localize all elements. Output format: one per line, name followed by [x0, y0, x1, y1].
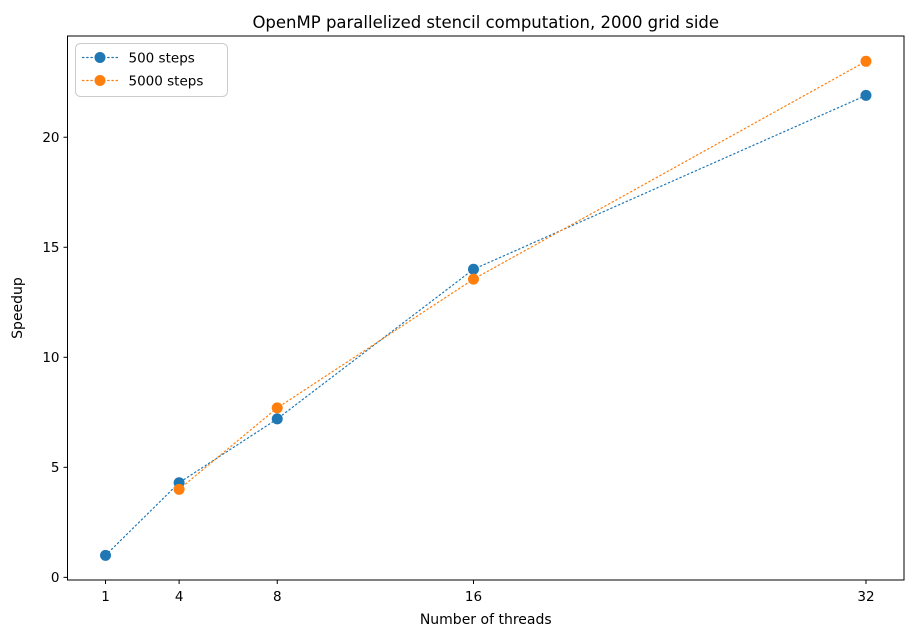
data-point	[467, 273, 479, 285]
x-axis-label: Number of threads	[420, 612, 552, 628]
data-point	[100, 549, 112, 561]
legend-entry: 500 steps	[81, 50, 195, 66]
y-tick-label: 15	[42, 240, 59, 256]
plot-area	[67, 35, 905, 581]
series-line	[178, 60, 867, 490]
legend: 500 steps 5000 steps	[75, 43, 228, 97]
data-point	[860, 55, 872, 67]
legend-label: 500 steps	[129, 50, 195, 66]
series-5000-steps	[173, 55, 872, 495]
legend-entry: 5000 steps	[81, 73, 204, 89]
legend-marker	[94, 75, 106, 86]
x-tick-label: 16	[465, 589, 482, 605]
data-point	[271, 413, 283, 425]
legend-marker	[94, 52, 106, 63]
y-tick-label: 0	[51, 570, 60, 586]
x-axis-ticks: 1 4 8 16 32	[101, 580, 875, 605]
series-group	[100, 55, 872, 561]
y-tick-label: 10	[42, 350, 59, 366]
x-tick-label: 8	[273, 589, 282, 605]
legend-box	[75, 43, 228, 97]
x-tick-label: 4	[175, 589, 184, 605]
data-point	[860, 89, 872, 101]
chart-title: OpenMP parallelized stencil computation,…	[252, 13, 719, 32]
x-tick-label: 1	[101, 589, 110, 605]
y-axis-ticks: 0 5 10 15 20	[42, 130, 68, 586]
series-line	[104, 94, 867, 556]
y-tick-label: 5	[51, 460, 60, 476]
data-point	[467, 263, 479, 275]
y-axis-label: Speedup	[10, 277, 26, 339]
x-tick-label: 32	[857, 589, 874, 605]
data-point	[173, 483, 185, 495]
legend-label: 5000 steps	[129, 73, 204, 89]
data-point	[271, 402, 283, 414]
y-tick-label: 20	[42, 130, 59, 146]
